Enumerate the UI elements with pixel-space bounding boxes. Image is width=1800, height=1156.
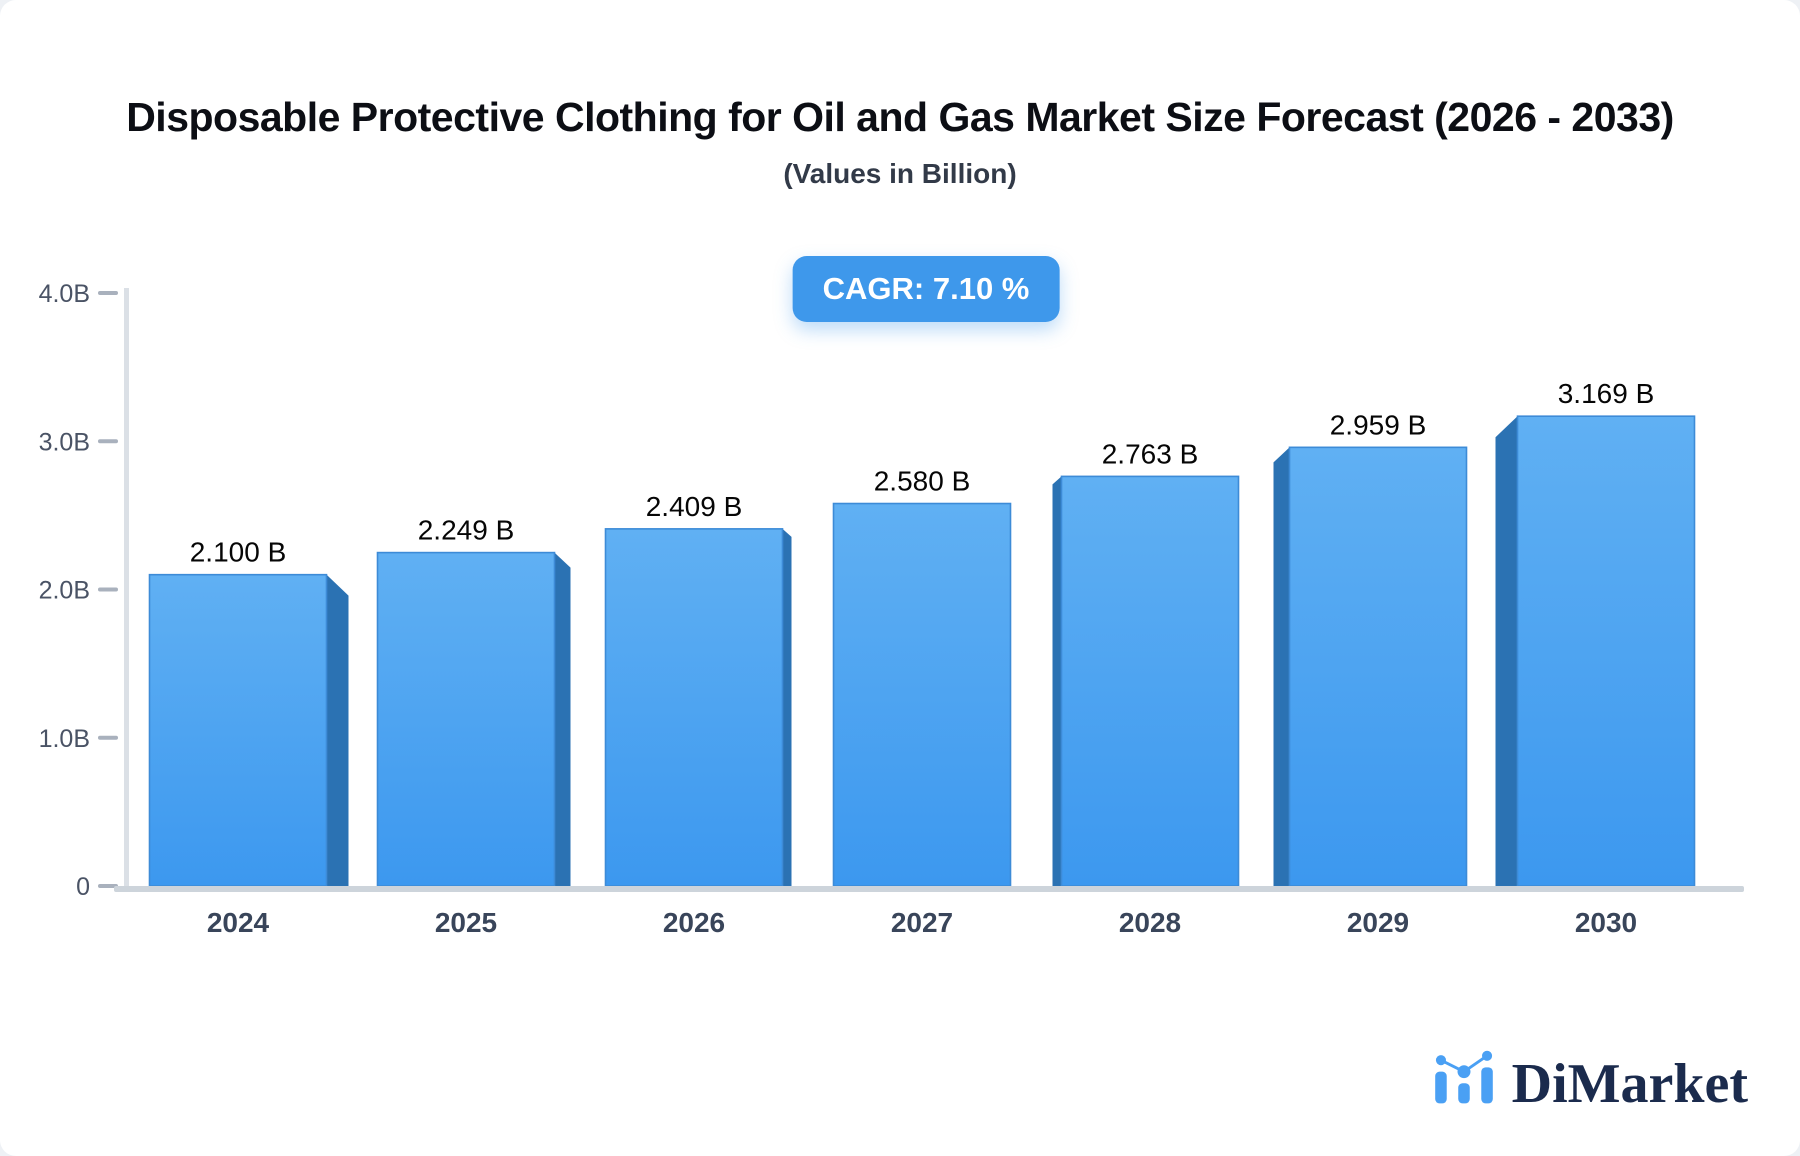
y-tick-label: 2.0B xyxy=(39,577,90,605)
bar-face xyxy=(1060,475,1240,887)
brand-logo: DiMarket xyxy=(1428,1040,1748,1112)
bar-side-face xyxy=(1495,416,1518,886)
bar-face xyxy=(376,551,556,887)
bar-value-label: 2.580 B xyxy=(874,466,971,497)
bar-2030: 3.169 B 2030 xyxy=(1495,378,1696,938)
bar-2026: 2.409 B 2026 xyxy=(604,491,792,938)
bar-value-label: 2.409 B xyxy=(646,491,743,522)
bar-value-label: 3.169 B xyxy=(1558,378,1655,409)
x-tick-label: 2029 xyxy=(1347,907,1409,938)
bar-face xyxy=(604,528,784,887)
y-tick-dash xyxy=(98,291,118,295)
brand-name: DiMarket xyxy=(1511,1053,1748,1115)
y-tick-dash xyxy=(98,735,118,740)
y-tick-label: 1.0B xyxy=(39,725,90,753)
y-tick-label: 0 xyxy=(76,873,90,901)
x-tick-label: 2025 xyxy=(435,907,497,938)
bar-side-face xyxy=(782,528,792,886)
x-axis-baseline xyxy=(114,886,1744,892)
bar-value-label: 2.100 B xyxy=(190,537,287,568)
bar-value-label: 2.249 B xyxy=(418,515,515,546)
y-tick-label: 3.0B xyxy=(39,428,90,456)
y-tick-dash xyxy=(98,587,118,592)
y-tick-dash xyxy=(98,439,118,444)
bar-value-label: 2.959 B xyxy=(1330,409,1427,440)
bar-2027: 2.580 B 2027 xyxy=(832,466,1012,938)
bar-2028: 2.763 B 2028 xyxy=(1052,438,1240,938)
chart-header: Disposable Protective Clothing for Oil a… xyxy=(0,94,1800,190)
bar-value-label: 2.763 B xyxy=(1102,438,1199,469)
bar-face xyxy=(1288,446,1468,887)
x-tick-label: 2026 xyxy=(663,907,725,938)
x-tick-label: 2030 xyxy=(1575,907,1637,938)
x-tick-label: 2027 xyxy=(891,907,953,938)
bar-side-face xyxy=(1273,447,1290,886)
cagr-badge: CAGR: 7.10 % xyxy=(792,256,1060,322)
chart-subtitle: (Values in Billion) xyxy=(783,158,1017,189)
bar-face xyxy=(832,502,1012,887)
y-axis-line xyxy=(124,288,129,892)
y-tick-dash xyxy=(98,884,118,888)
dimarket-bars-icon xyxy=(1434,1050,1493,1104)
x-tick-label: 2028 xyxy=(1119,907,1181,938)
bar-face xyxy=(148,573,328,887)
y-tick-label: 4.0B xyxy=(39,280,90,308)
bar-side-face xyxy=(326,574,349,886)
bar-2025: 2.249 B 2025 xyxy=(376,515,571,938)
bar-face xyxy=(1516,415,1696,887)
bar-2024: 2.100 B 2024 xyxy=(148,537,349,938)
bar-side-face xyxy=(554,552,571,886)
chart-title: Disposable Protective Clothing for Oil a… xyxy=(126,94,1674,140)
bar-side-face xyxy=(1052,476,1062,886)
x-tick-label: 2024 xyxy=(207,907,270,938)
bar-2029: 2.959 B 2029 xyxy=(1273,409,1468,938)
